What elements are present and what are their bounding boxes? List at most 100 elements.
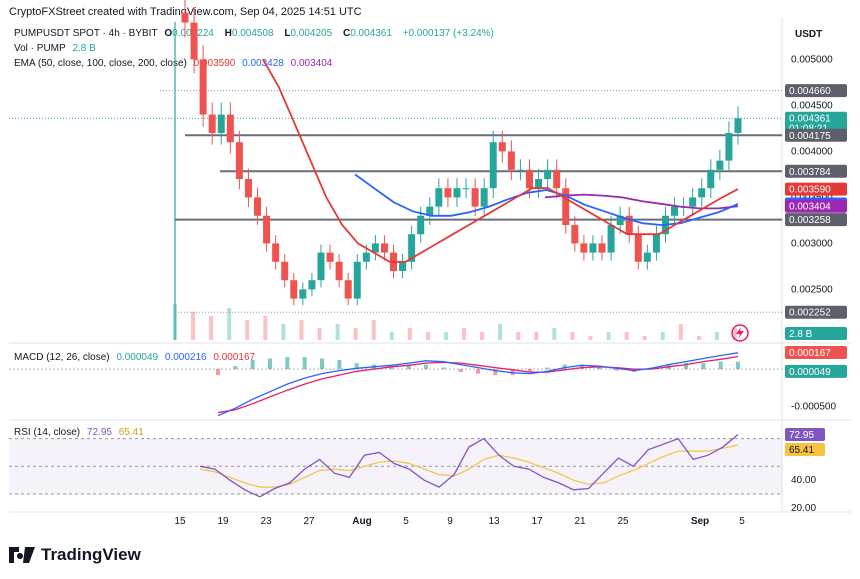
candle-body <box>371 243 379 253</box>
macd-histogram-bar <box>441 367 446 370</box>
candle-body <box>426 206 434 216</box>
volume-bar <box>425 332 430 340</box>
candle-body <box>226 114 234 143</box>
candle-body <box>616 215 624 225</box>
candle-body <box>308 280 316 290</box>
macd-histogram-bar <box>406 364 411 370</box>
macd-histogram-value: 0.000049 <box>116 352 159 363</box>
time-tick-label: 23 <box>260 516 272 527</box>
volume-bar <box>624 332 629 340</box>
macd-value-tag-label: 0.000167 <box>789 348 831 359</box>
volume-bar <box>263 316 268 340</box>
candle-body <box>725 133 733 161</box>
ema200-value: 0.003404 <box>290 58 333 69</box>
volume-bar <box>606 332 611 340</box>
macd-value: 0.000216 <box>164 352 207 363</box>
candle-body <box>444 188 452 198</box>
volume-bar <box>281 324 286 340</box>
ohlc-change: +0.000137 (+3.24%) <box>402 28 494 39</box>
volume-bar <box>227 308 232 340</box>
candle-body <box>698 188 706 198</box>
currency-label[interactable]: USDT <box>795 29 823 40</box>
candle-body <box>362 252 370 262</box>
candle-body <box>208 114 216 133</box>
macd-histogram-bar <box>458 369 463 373</box>
rsi-legend: RSI (14, close) 72.95 65.41 <box>14 427 148 438</box>
volume-bar <box>570 332 575 340</box>
macd-histogram-bar <box>614 369 619 371</box>
time-tick-label: Sep <box>691 516 709 527</box>
macd-histogram-bar <box>545 367 550 370</box>
candle-body <box>498 142 506 152</box>
macd-tick-label: -0.000500 <box>791 402 836 413</box>
candle-body <box>181 12 189 23</box>
rsi-ma-value: 65.41 <box>118 427 144 438</box>
ema50-value: 0.003590 <box>193 58 236 69</box>
volume-value: 2.8 B <box>72 43 96 54</box>
level-tag <box>785 128 847 142</box>
candle-body <box>553 169 561 189</box>
rsi-value-tag <box>785 428 825 442</box>
tradingview-logo[interactable]: TradingView <box>9 545 141 565</box>
volume-bar <box>498 324 503 340</box>
macd-histogram-bar <box>337 360 342 370</box>
rsi-ma-tag <box>785 442 825 456</box>
ema-label: EMA (50, close, 100, close, 200, close) <box>14 58 187 69</box>
candle-body <box>326 252 334 262</box>
level-tag-label: 0.004175 <box>789 131 831 142</box>
volume-bar <box>371 320 376 340</box>
ohlc-low: L0.004205 <box>284 28 333 39</box>
ema50-line <box>262 58 739 263</box>
flash-icon-bolt <box>736 327 744 339</box>
macd-histogram-bar <box>493 369 498 376</box>
volume-bar <box>660 332 665 340</box>
candle-body <box>734 118 742 133</box>
volume-bar <box>480 332 485 340</box>
level-tag-label: 0.003258 <box>789 215 831 226</box>
price-tag-vol <box>785 327 847 341</box>
macd-histogram-bar <box>354 363 359 370</box>
volume-bar <box>209 316 214 340</box>
volume-bar <box>389 332 394 340</box>
volume-bar <box>353 328 358 340</box>
macd-value-tag <box>785 364 847 378</box>
rsi-tick-label: 40.00 <box>791 475 816 486</box>
candle-body <box>462 188 470 190</box>
ema100-value: 0.003428 <box>242 58 284 69</box>
macd-histogram-bar <box>389 366 394 370</box>
macd-histogram-bar <box>233 366 238 370</box>
volume-bar <box>317 328 322 340</box>
time-tick-label: Aug <box>352 516 371 527</box>
price-tag-label: 0.002252 <box>789 308 831 319</box>
candle-body <box>290 280 298 299</box>
price-tick-label: 0.002500 <box>791 284 833 295</box>
macd-value-tag-label: 0.000049 <box>789 367 831 378</box>
time-tick-label: 13 <box>488 516 500 527</box>
volume-label: Vol · PUMP <box>14 43 66 54</box>
volume-bar <box>443 332 448 340</box>
candle-body <box>272 243 280 262</box>
candle-body <box>317 252 325 281</box>
candle-body <box>625 215 633 235</box>
candle-body <box>263 215 271 244</box>
price-tick-label: 0.005000 <box>791 54 833 65</box>
macd-line <box>217 352 739 417</box>
price-tag-ema50 <box>785 182 847 196</box>
candle-body <box>671 206 679 216</box>
price-tag-high <box>785 84 847 98</box>
candle-body <box>716 160 724 170</box>
ohlc-close: C0.004361 <box>342 28 392 39</box>
macd-histogram-bar <box>701 363 706 370</box>
volume-bar <box>245 320 250 340</box>
volume-bar <box>335 324 340 340</box>
ohlc-high: H0.004508 <box>224 28 274 39</box>
macd-histogram-bar <box>580 364 584 370</box>
price-tick-label: 0.003000 <box>791 238 833 249</box>
rsi-label: RSI (14, close) <box>14 427 81 438</box>
candle-body <box>707 169 715 189</box>
level-tag <box>785 213 847 227</box>
macd-label: MACD (12, 26, close) <box>14 352 110 363</box>
volume-legend: Vol · PUMP 2.8 B <box>14 43 100 54</box>
price-tag-label: 0.003404 <box>789 202 831 213</box>
